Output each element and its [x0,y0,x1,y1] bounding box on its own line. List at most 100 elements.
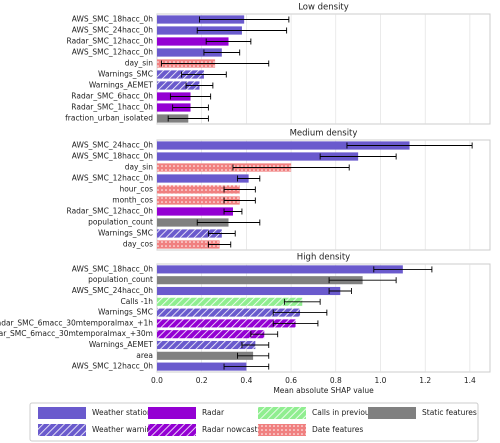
bar [157,37,229,46]
x-tick-label: 0.4 [240,376,252,385]
error-bar [250,331,279,338]
error-bar [203,49,241,56]
error-bar [283,298,321,305]
y-tick-label: Radar_SMC_12hacc_0h [67,207,154,216]
y-tick-label: Calls -1h [120,297,153,306]
y-tick-label: Warnings_AEMET [89,340,154,349]
y-tick-label: fraction_urban_isolated [65,114,153,123]
error-bar [207,241,232,248]
y-tick-label: Warnings_SMC [98,70,153,79]
panel-title: High density [297,253,350,263]
legend-label: Weather stations [92,408,156,417]
y-tick-label: AWS_SMC_24hacc_0h [72,141,154,150]
bar [157,174,249,183]
y-tick-label: hour_cos [119,185,153,194]
legend-label: Static features [422,408,477,417]
x-tick-label: 0.2 [196,376,208,385]
error-bar [373,266,433,273]
legend-swatch [258,407,306,419]
y-tick-label: AWS_SMC_12hacc_0h [72,174,154,183]
error-bar [237,352,270,359]
x-tick-label: 1.2 [419,376,431,385]
y-tick-label: Warnings_SMC [98,229,153,238]
y-tick-label: Radar_SMC_1hacc_0h [71,103,153,112]
error-bar [196,219,261,226]
y-tick-label: month_cos [112,196,153,205]
y-tick-label: day_sin [125,59,154,68]
error-bar [167,115,209,122]
legend-label: Radar nowcasting [202,425,269,434]
error-bar [161,60,270,67]
y-tick-label: Radar_SMC_6macc_30mtemporalmax_+1h [0,318,153,327]
y-tick-label: day_sin [125,163,154,172]
error-bar [223,363,270,370]
error-bar [272,309,328,316]
y-tick-label: AWS_SMC_18hacc_0h [72,264,154,273]
legend-label: Date features [312,425,363,434]
error-bar [223,186,256,193]
y-tick-label: area [136,351,153,360]
error-bar [207,230,236,237]
y-tick-label: AWS_SMC_18hacc_0h [72,15,154,24]
y-tick-label: population_count [88,218,153,227]
y-tick-label: population_count [88,275,153,284]
error-bar [199,16,290,23]
error-bar [237,175,261,182]
bar [157,163,292,172]
legend-swatch [258,424,306,436]
y-tick-label: Warnings_AEMET [89,81,154,90]
y-tick-label: AWS_SMC_12hacc_0h [72,48,154,57]
error-bar [185,82,214,89]
error-bar [196,27,288,34]
error-bar [223,197,256,204]
legend-swatch [38,424,86,436]
bar [157,276,363,285]
legend-label: Weather warnings [92,425,160,434]
bar [157,152,359,161]
x-tick-label: 0.8 [330,376,342,385]
error-bar [328,288,352,294]
bar [157,362,247,371]
panel-title: Low density [298,3,349,13]
error-bar [328,277,397,284]
bar [157,48,222,57]
error-bar [241,342,270,348]
y-tick-label: day_cos [123,240,153,249]
legend-swatch [148,407,196,419]
y-tick-label: AWS_SMC_24hacc_0h [72,26,154,35]
error-bar [346,142,473,149]
bar [157,297,303,306]
legend-frame [29,402,479,442]
y-tick-label: Radar_SMC_6macc_30mtemporalmax_+30m [0,329,153,338]
x-tick-label: 1.0 [375,376,387,385]
bar [157,330,265,339]
bar [157,196,240,205]
bar [157,351,254,360]
x-tick-label: 0.0 [151,376,163,385]
bar [157,308,301,317]
error-bar [272,320,319,327]
legend-swatch [38,407,86,419]
error-bar [319,153,397,160]
legend-swatch [368,407,416,419]
y-tick-label: AWS_SMC_24hacc_0h [72,286,154,295]
bar [157,340,256,350]
legend-label: Radar [202,408,225,417]
bar [157,229,222,238]
y-tick-label: Radar_SMC_12hacc_0h [67,37,154,46]
bar [157,70,204,79]
y-tick-label: AWS_SMC_12hacc_0h [72,362,154,371]
error-bar [205,38,252,45]
error-bar [232,164,350,171]
bar [157,207,233,216]
legend-label: Calls in previous hours [312,408,397,417]
y-tick-label: Warnings_SMC [98,308,153,317]
error-bar [172,104,209,111]
error-bar [181,71,227,78]
legend-swatch [148,424,196,436]
error-bar [223,208,243,215]
bar [157,319,296,328]
y-tick-label: AWS_SMC_18hacc_0h [72,152,154,161]
y-tick-label: Radar_SMC_6hacc_0h [71,92,153,101]
